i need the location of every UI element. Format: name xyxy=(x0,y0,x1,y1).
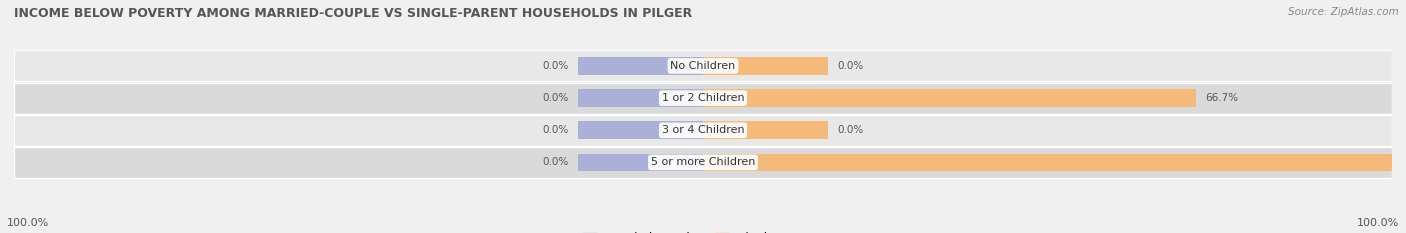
Text: 0.0%: 0.0% xyxy=(838,61,863,71)
Bar xyxy=(14,147,1392,178)
Text: 100.0%: 100.0% xyxy=(1357,218,1399,228)
Bar xyxy=(578,57,703,75)
Text: Source: ZipAtlas.com: Source: ZipAtlas.com xyxy=(1288,7,1399,17)
Bar xyxy=(703,154,1405,171)
Bar xyxy=(703,89,1197,107)
Text: 66.7%: 66.7% xyxy=(1205,93,1239,103)
Bar xyxy=(703,57,828,75)
Bar xyxy=(14,83,1392,113)
Bar xyxy=(578,154,703,171)
Bar xyxy=(14,51,1392,81)
Text: 100.0%: 100.0% xyxy=(7,218,49,228)
Bar xyxy=(703,121,828,139)
Text: 1 or 2 Children: 1 or 2 Children xyxy=(662,93,744,103)
Bar xyxy=(14,115,1392,146)
Text: INCOME BELOW POVERTY AMONG MARRIED-COUPLE VS SINGLE-PARENT HOUSEHOLDS IN PILGER: INCOME BELOW POVERTY AMONG MARRIED-COUPL… xyxy=(14,7,692,20)
Legend: Married Couples, Single Parents: Married Couples, Single Parents xyxy=(579,228,827,233)
Text: 0.0%: 0.0% xyxy=(543,61,568,71)
Text: 0.0%: 0.0% xyxy=(543,158,568,168)
Text: 0.0%: 0.0% xyxy=(838,125,863,135)
Text: 3 or 4 Children: 3 or 4 Children xyxy=(662,125,744,135)
Text: 0.0%: 0.0% xyxy=(543,93,568,103)
Bar xyxy=(578,121,703,139)
Text: 0.0%: 0.0% xyxy=(543,125,568,135)
Bar xyxy=(578,89,703,107)
Text: 5 or more Children: 5 or more Children xyxy=(651,158,755,168)
Text: No Children: No Children xyxy=(671,61,735,71)
